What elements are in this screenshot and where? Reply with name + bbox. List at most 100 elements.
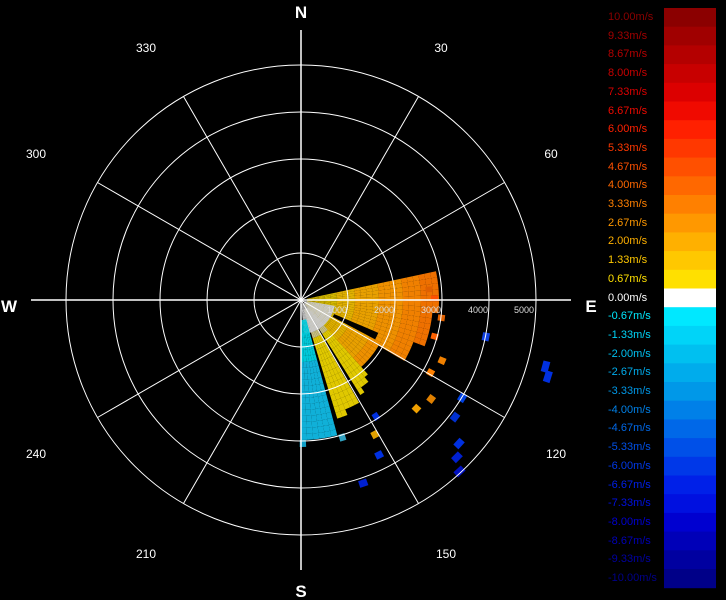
echo-cell [318,315,324,320]
range-label-2000: 2000 [374,305,394,315]
echo-cell [323,400,330,408]
echo-cell [321,365,327,373]
echo-cell [310,354,315,362]
legend-swatch [664,64,716,84]
echo-cell [336,331,343,337]
echo-cell [304,325,307,332]
echo-cell [366,339,374,346]
echo-cell [381,318,389,325]
echo-cell [398,327,406,334]
echo-cell [341,324,348,330]
echo-cell [301,433,308,440]
echo-cell [317,308,323,312]
echo-cell [309,327,313,333]
echo-cell [334,311,341,315]
echo-cell [340,409,348,417]
echo-cell [370,429,380,440]
echo-cell [349,392,357,400]
echo-cell [377,282,384,288]
echo-cell [331,347,338,355]
range-label-1000: 1000 [327,305,347,315]
echo-cell [345,352,352,359]
echo-cell [449,411,461,423]
echo-cell [310,409,317,416]
echo-cell [362,320,370,326]
echo-cell [390,292,397,297]
echo-cell [330,294,337,297]
echo-cell [307,337,311,344]
echo-cell [322,359,328,366]
echo-cell [306,415,312,422]
echo-cell [328,307,334,312]
echo-cell [302,319,305,326]
echo-cell [313,396,320,404]
echo-cell [347,288,355,293]
echo-cell [324,303,331,306]
echo-cell [355,344,363,351]
echo-cell [309,310,314,315]
echo-cell [396,331,404,338]
echo-cell [419,311,427,318]
echo-cell [407,315,414,321]
echo-cell [366,294,373,298]
echo-cell [307,379,313,386]
echo-cell [338,390,345,399]
echo-cell [301,427,307,434]
echo-cell [307,317,311,323]
echo-cell [303,302,308,307]
echo-cell [319,328,324,334]
echo-cell [347,399,355,408]
echo-cell [306,300,313,302]
legend-swatch [664,512,716,533]
echo-cell [310,372,315,380]
echo-cell [330,355,336,363]
degree-label-330: 330 [136,41,156,55]
echo-cell [353,367,361,376]
echo-cell [389,333,397,340]
echo-cell [366,300,373,304]
echo-cell [323,424,331,432]
echo-cell [358,313,366,318]
echo-cell [373,339,381,346]
echo-cell [360,300,367,304]
legend-swatch [664,325,716,346]
echo-cell [418,316,426,323]
echo-cell [336,398,343,406]
echo-cell [316,414,323,421]
echo-cell [400,337,408,345]
echo-cell [301,367,305,374]
echo-cell [336,306,343,310]
echo-cell [306,312,310,318]
echo-cell [358,316,365,321]
echo-cell [305,409,312,416]
echo-cell [349,342,356,350]
echo-cell [318,298,325,300]
echo-cell [303,302,308,307]
echo-cell [349,351,356,358]
echo-cell [457,392,468,404]
echo-cell [315,330,320,337]
echo-cell [366,306,373,311]
echo-cell [361,323,369,329]
echo-cell [328,306,335,310]
echo-cell [347,310,354,315]
echo-cell [315,318,321,323]
echo-cell [348,334,355,341]
echo-cell [420,290,427,296]
echo-cell [377,314,384,319]
echo-cell [317,371,322,379]
echo-cell [330,341,336,348]
echo-cell [354,375,362,383]
echo-cell [372,306,379,311]
echo-cell [318,305,325,308]
echo-cell [420,301,427,307]
echo-cell [313,305,319,309]
echo-cell [374,450,385,460]
echo-cell [319,314,325,319]
echo-cell [312,384,317,392]
echo-cell [371,411,381,422]
echo-cell [378,289,385,294]
echo-cell [339,383,347,391]
east-label: E [585,297,596,316]
echo-cell [351,316,359,322]
